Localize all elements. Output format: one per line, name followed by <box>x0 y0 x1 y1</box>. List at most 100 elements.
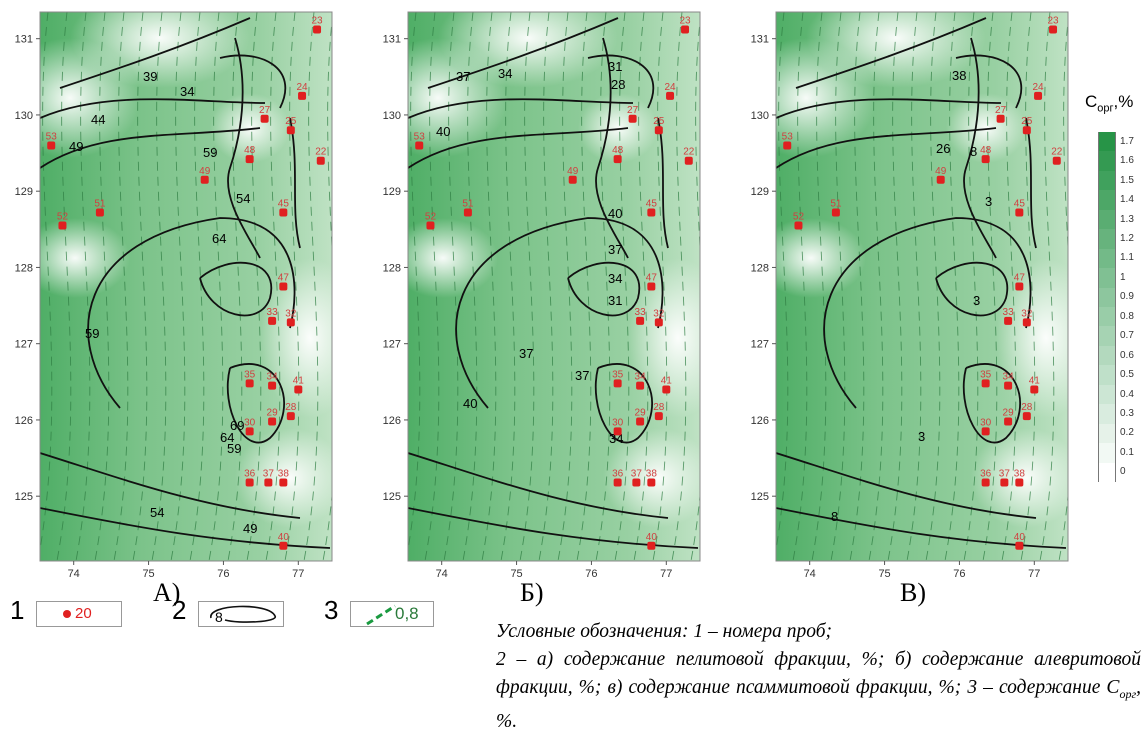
sample-point <box>647 541 656 550</box>
colorbar-segment <box>1098 209 1116 230</box>
x-tick-label: 75 <box>878 568 890 580</box>
sample-label: 27 <box>627 105 639 116</box>
contour-label: 64 <box>220 430 234 445</box>
fraction-contour <box>657 117 669 249</box>
contour-label: 8 <box>831 509 838 524</box>
y-tick-label: 128 <box>383 262 401 274</box>
sample-point <box>1049 25 1058 34</box>
colorbar-tick-label: 0.7 <box>1120 330 1134 342</box>
x-tick-label: 77 <box>1028 568 1040 580</box>
sample-point <box>636 316 645 325</box>
plot-frame <box>407 11 701 562</box>
sample-point <box>58 221 67 230</box>
sample-point <box>286 126 295 135</box>
low-corg-zone <box>776 218 866 298</box>
sample-label: 52 <box>425 212 437 223</box>
sample-point <box>294 385 303 394</box>
corg-isoline <box>94 12 110 561</box>
fraction-contour <box>226 363 285 444</box>
sample-label: 35 <box>612 369 624 380</box>
legend-item3-value: 0,8 <box>395 604 419 623</box>
contour-label: 59 <box>227 441 241 456</box>
colorbar-segment <box>1098 229 1116 249</box>
colorbar-tick-label: 0.9 <box>1120 291 1134 303</box>
legend-item2-number: 2 <box>172 595 187 625</box>
corg-isoline <box>151 12 167 561</box>
sample-label: 36 <box>980 468 992 479</box>
corg-isoline <box>868 12 884 561</box>
low-corg-zone <box>260 258 332 418</box>
contour-label: 49 <box>69 139 83 154</box>
y-tick-label: 128 <box>751 262 769 274</box>
fraction-contour <box>289 117 301 249</box>
sample-point <box>681 25 690 34</box>
corg-isoline <box>75 12 91 561</box>
sample-label: 34 <box>1003 372 1015 383</box>
sample-point <box>613 155 622 164</box>
panel-label-a: А) <box>153 578 181 607</box>
legend-item1-sample: 20 <box>75 605 92 622</box>
sample-point <box>200 175 209 184</box>
fraction-contour <box>40 452 301 519</box>
sample-point <box>279 478 288 487</box>
corg-isoline <box>303 12 319 561</box>
sample-label: 28 <box>653 402 665 413</box>
sample-point <box>654 126 663 135</box>
legend-text-line2: 2 – а) содержание пелитовой фракции, %; … <box>496 649 1141 732</box>
colorbar-segment <box>1098 365 1116 385</box>
sample-label: 40 <box>646 532 658 543</box>
fraction-contour <box>955 54 1023 109</box>
sample-label: 51 <box>462 199 474 210</box>
y-tick-label: 126 <box>751 415 769 427</box>
sample-label: 47 <box>278 273 290 284</box>
low-corg-zone <box>946 93 1026 163</box>
legend-item1-box: 20 <box>36 601 122 627</box>
contour-label: 54 <box>150 505 164 520</box>
colorbar-segment <box>1098 326 1116 346</box>
sample-label: 40 <box>1014 532 1026 543</box>
panel-label-b: Б) <box>520 578 544 607</box>
x-tick-label: 77 <box>292 568 304 580</box>
low-corg-zone <box>996 258 1068 418</box>
contour-label: 54 <box>236 191 250 206</box>
contour-label: 37 <box>519 346 533 361</box>
legend-text-line1: Условные обозначения: 1 – номера проб; <box>496 621 833 642</box>
y-tick-label: 125 <box>751 491 769 503</box>
sample-label: 23 <box>1047 16 1059 27</box>
map-panel-b: 131 130 129 128 127 126 125 74 75 76 77 37 34 31 28 40 4… <box>368 8 708 580</box>
sample-label: 30 <box>980 417 992 428</box>
sample-point <box>1052 156 1061 165</box>
sample-label: 23 <box>679 16 691 27</box>
colorbar-tick-label: 0.2 <box>1120 427 1134 439</box>
contour-label: 34 <box>180 84 194 99</box>
corg-isoline <box>576 12 592 561</box>
sample-point <box>1022 412 1031 421</box>
corg-isoline <box>408 12 421 552</box>
sample-label: 53 <box>46 131 58 142</box>
colorbar-tick-label: 0.4 <box>1120 388 1134 400</box>
colorbar-segment <box>1098 443 1116 463</box>
corg-isoline <box>925 12 941 561</box>
colorbar-segment <box>1098 190 1116 210</box>
colorbar-tick-label: 0 <box>1120 466 1126 478</box>
contour-label: 59 <box>203 145 217 160</box>
corg-isoline <box>481 12 497 561</box>
map-field <box>408 12 700 561</box>
sample-point <box>1000 478 1009 487</box>
sample-label: 23 <box>311 16 323 27</box>
colorbar-segment <box>1098 287 1116 307</box>
sample-point <box>286 318 295 327</box>
sample-label: 37 <box>263 468 275 479</box>
colorbar-tick-label: 0.5 <box>1120 369 1134 381</box>
colorbar-tick-label: 1.5 <box>1120 174 1134 186</box>
sample-label: 29 <box>635 407 647 418</box>
sample-point <box>245 427 254 436</box>
corg-isoline <box>538 12 554 561</box>
sample-label: 41 <box>293 375 305 386</box>
fraction-contour <box>776 452 1037 519</box>
sample-point <box>1015 282 1024 291</box>
sample-point <box>268 316 277 325</box>
sample-label: 49 <box>567 166 579 177</box>
fraction-contour <box>587 54 655 109</box>
fraction-contour <box>567 261 641 317</box>
